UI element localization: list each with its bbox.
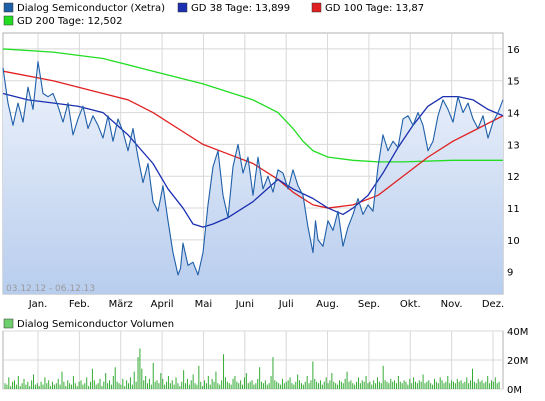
price-x-tick-label: Okt. bbox=[400, 299, 421, 310]
legend-label-price: Dialog Semiconductor (Xetra) bbox=[17, 3, 165, 14]
price-lines bbox=[2, 48, 504, 276]
price-x-ticks: Jan. Feb. März April Mai Juni Juli Aug. Sep. Okt.… bbox=[28, 299, 504, 310]
price-x-tick-label: Nov. bbox=[441, 299, 463, 310]
price-y-tick-label: 10 bbox=[507, 236, 520, 247]
price-x-tick-label: Jan. bbox=[28, 299, 48, 310]
date-range-label: 03.12.12 - 06.12.13 bbox=[6, 284, 95, 294]
volume-y-ticks: 0M 20M 40M bbox=[507, 327, 528, 396]
price-x-tick-label: Aug. bbox=[316, 299, 339, 310]
legend-swatch-gd100 bbox=[311, 2, 322, 13]
price-legend: Dialog Semiconductor (Xetra) GD 38 Tage:… bbox=[3, 2, 424, 27]
price-x-tick-label: März bbox=[109, 299, 133, 310]
legend-swatch-volume bbox=[3, 318, 14, 329]
legend-item-price: Dialog Semiconductor (Xetra) bbox=[3, 2, 165, 14]
volume-legend: Dialog Semiconductor Volumen bbox=[3, 318, 174, 330]
legend-label-volume: Dialog Semiconductor Volumen bbox=[17, 319, 174, 330]
legend-label-gd200: GD 200 Tage: 12,502 bbox=[17, 16, 123, 27]
volume-y-tick-label: 20M bbox=[507, 356, 528, 367]
gd100-series-line bbox=[2, 70, 504, 209]
price-x-tick-label: Dez. bbox=[482, 299, 504, 310]
price-series-line bbox=[2, 61, 504, 276]
price-y-tick-label: 11 bbox=[507, 204, 520, 215]
gd200-series-line bbox=[2, 48, 503, 163]
price-x-tick-label: Feb. bbox=[69, 299, 90, 310]
volume-plot: 0M 20M 40M bbox=[2, 327, 528, 396]
legend-swatch-gd38 bbox=[177, 2, 188, 13]
legend-item-gd200: GD 200 Tage: 12,502 bbox=[3, 15, 123, 27]
price-x-tick-label: Sep. bbox=[358, 299, 380, 310]
legend-item-gd100: GD 100 Tage: 13,87 bbox=[311, 2, 424, 14]
price-x-tick-label: Juli bbox=[278, 299, 294, 310]
legend-swatch-gd200 bbox=[3, 15, 14, 26]
price-y-tick-label: 9 bbox=[507, 268, 513, 279]
price-x-tick-label: Juni bbox=[235, 299, 254, 310]
volume-bars bbox=[4, 348, 500, 389]
price-y-tick-label: 14 bbox=[507, 109, 520, 120]
price-y-tick-label: 16 bbox=[507, 45, 520, 56]
legend-label-gd100: GD 100 Tage: 13,87 bbox=[325, 3, 424, 14]
price-y-tick-label: 15 bbox=[507, 77, 520, 88]
price-plot: 03.12.12 - 06.12.13 9 10 11 12 13 14 15 16 Jan.… bbox=[2, 32, 520, 310]
legend-label-gd38: GD 38 Tage: 13,899 bbox=[191, 3, 290, 14]
price-x-tick-label: April bbox=[151, 299, 174, 310]
price-x-tick-label: Mai bbox=[195, 299, 213, 310]
price-y-ticks: 9 10 11 12 13 14 15 16 bbox=[507, 45, 520, 279]
legend-swatch-price bbox=[3, 2, 14, 13]
price-y-tick-label: 12 bbox=[507, 172, 520, 183]
volume-y-tick-label: 0M bbox=[507, 385, 522, 396]
price-y-tick-label: 13 bbox=[507, 140, 520, 151]
legend-item-gd38: GD 38 Tage: 13,899 bbox=[177, 2, 290, 14]
volume-y-tick-label: 40M bbox=[507, 327, 528, 338]
gd38-series-line bbox=[2, 92, 504, 228]
price-area-fill bbox=[3, 61, 503, 294]
